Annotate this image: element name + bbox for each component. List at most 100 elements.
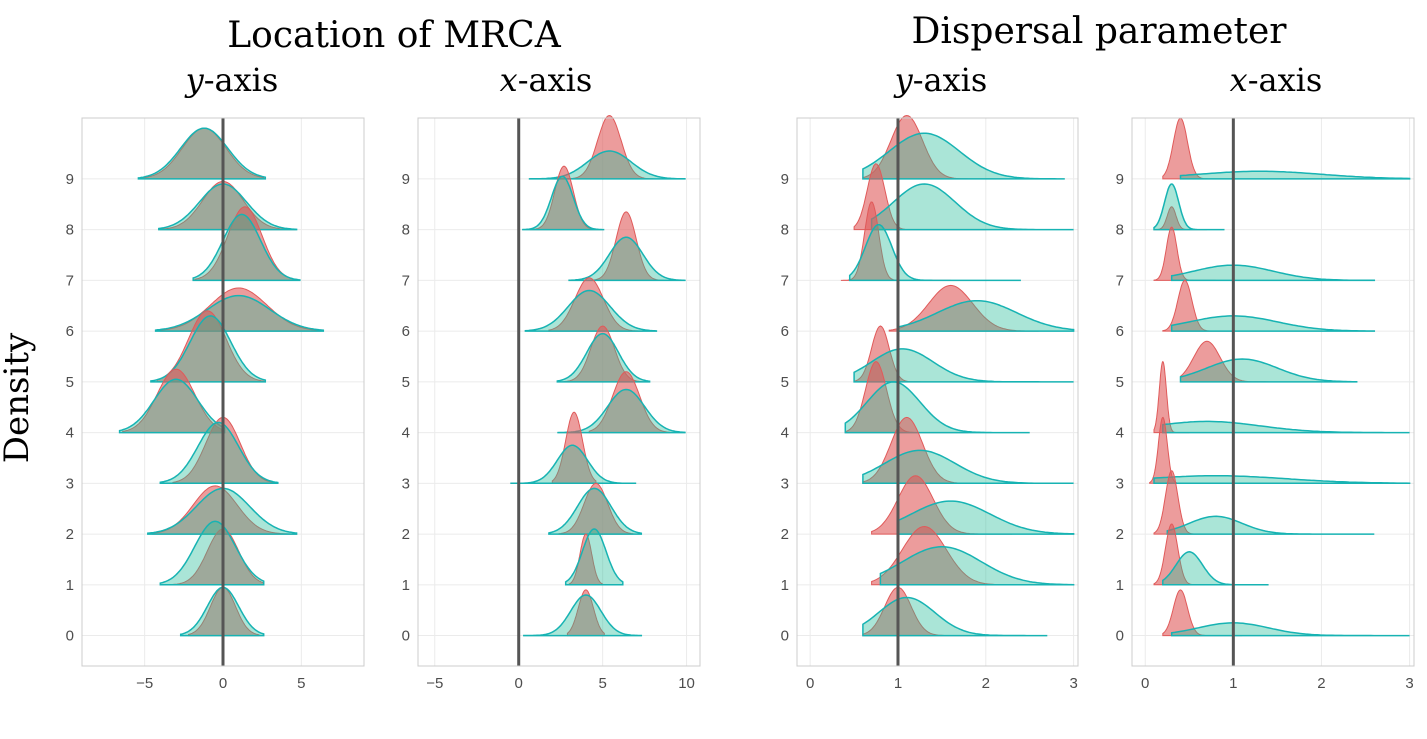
x-tick-label: 0 — [806, 675, 814, 692]
x-tick-label: 1 — [894, 675, 902, 692]
y-tick-label: 7 — [781, 272, 789, 289]
y-tick-label: 0 — [402, 628, 410, 645]
density-ridge-teal — [1179, 170, 1411, 180]
panel-subtitle: y-axis — [184, 61, 279, 99]
density-ridge-teal — [564, 528, 624, 586]
panel-mrca-x: x-axis −5 0 5 10 0 1 2 3 4 5 6 7 8 9 — [402, 61, 701, 692]
density-ridge-teal — [524, 289, 658, 332]
density-ridge-teal — [1162, 420, 1410, 434]
density-ridge-teal — [1170, 315, 1376, 332]
y-tick-label: 0 — [1116, 628, 1124, 645]
y-tick-label: 3 — [1116, 475, 1124, 492]
panel-dispersal-x: x-axis 0 1 2 3 0 1 2 3 4 5 6 7 8 9 — [1116, 61, 1415, 692]
subtitle-rest: -axis — [518, 61, 593, 99]
density-ridge-teal — [568, 236, 686, 282]
y-tick-label: 7 — [402, 272, 410, 289]
y-tick-label: 2 — [402, 526, 410, 543]
density-ridge-teal — [1153, 183, 1225, 231]
subtitle-var: x — [500, 61, 518, 99]
y-tick-label: 5 — [402, 374, 410, 391]
y-tick-label: 8 — [1116, 222, 1124, 239]
density-ridge-teal — [548, 487, 643, 535]
y-tick-label: 3 — [402, 475, 410, 492]
y-tick-label: 3 — [66, 475, 74, 492]
y-tick-label: 7 — [1116, 272, 1124, 289]
y-tick-label: 7 — [66, 272, 74, 289]
x-tick-label: 3 — [1069, 675, 1077, 692]
y-tick-label: 9 — [402, 171, 410, 188]
density-ridge-teal — [159, 520, 265, 586]
x-tick-label: 1 — [1229, 675, 1237, 692]
density-ridge-teal — [879, 546, 1075, 586]
density-ridge-red — [551, 411, 597, 484]
y-tick-label: 8 — [66, 222, 74, 239]
y-tick-label: 2 — [66, 526, 74, 543]
y-tick-label: 1 — [781, 577, 789, 594]
density-ridge-teal — [844, 381, 1030, 434]
x-tick-label: 0 — [515, 675, 523, 692]
x-tick-label: 3 — [1405, 675, 1413, 692]
y-tick-label: 4 — [402, 425, 410, 442]
y-tick-label: 2 — [781, 526, 789, 543]
density-ridge-teal — [848, 223, 1021, 282]
density-ridge-teal — [522, 175, 605, 231]
density-ridge-teal — [897, 299, 1075, 332]
density-ridge-teal — [862, 596, 1048, 637]
y-tick-label: 8 — [402, 222, 410, 239]
density-ridge-teal — [897, 500, 1075, 535]
plot-frame — [417, 117, 701, 667]
y-tick-label: 6 — [66, 323, 74, 340]
plot-frame — [796, 117, 1079, 667]
x-tick-label: 5 — [297, 675, 305, 692]
density-ridge-teal — [870, 183, 1074, 231]
y-tick-label: 1 — [402, 577, 410, 594]
subtitle-var: y — [893, 61, 914, 99]
x-tick-label: 2 — [982, 675, 990, 692]
panel-dispersal-y: y-axis 0 1 2 3 0 1 2 3 4 5 6 7 8 9 — [781, 61, 1079, 692]
y-tick-label: 9 — [781, 171, 789, 188]
subtitle-var: x — [1230, 61, 1248, 99]
x-tick-label: 2 — [1317, 675, 1325, 692]
density-ridge-red — [558, 482, 634, 535]
density-ridge-teal — [1166, 515, 1375, 535]
density-ridge-red — [568, 533, 604, 586]
y-tick-label: 5 — [1116, 374, 1124, 391]
y-tick-label: 0 — [781, 628, 789, 645]
density-ridge-teal — [1170, 622, 1410, 637]
density-ridge-teal — [1162, 551, 1269, 586]
y-tick-label: 9 — [66, 171, 74, 188]
density-ridge-teal — [510, 444, 637, 485]
y-tick-label: 9 — [1116, 171, 1124, 188]
y-tick-label: 1 — [66, 577, 74, 594]
density-ridge-teal — [118, 378, 226, 434]
x-tick-label: −5 — [136, 675, 153, 692]
x-tick-label: −5 — [426, 675, 443, 692]
plot-frame — [81, 117, 365, 667]
density-ridge-red — [170, 528, 265, 586]
y-tick-label: 3 — [781, 475, 789, 492]
density-ridge-red — [566, 589, 605, 637]
subtitle-rest: -axis — [913, 61, 988, 99]
subtitle-var: y — [184, 61, 205, 99]
y-tick-label: 4 — [1116, 425, 1124, 442]
y-tick-label: 6 — [402, 323, 410, 340]
x-tick-label: 10 — [678, 675, 695, 692]
density-ridge-teal — [523, 594, 643, 637]
panel-subtitle: x-axis — [1230, 61, 1323, 99]
y-tick-label: 6 — [781, 323, 789, 340]
plot-frame — [1131, 117, 1415, 667]
density-ridge-teal — [192, 213, 301, 282]
x-tick-label: 5 — [598, 675, 606, 692]
y-axis-label: Density — [0, 332, 37, 463]
panel-subtitle: x-axis — [500, 61, 593, 99]
group-title-mrca: Location of MRCA — [227, 15, 561, 56]
density-ridge-teal — [159, 421, 279, 485]
y-tick-label: 8 — [781, 222, 789, 239]
density-ridge-red — [159, 180, 296, 231]
density-ridge-red — [156, 310, 266, 383]
density-ridge-red — [588, 371, 671, 434]
density-ridge-teal — [862, 449, 1074, 485]
density-ridge-teal — [528, 150, 686, 180]
panel-subtitle: y-axis — [893, 61, 988, 99]
x-tick-label: 0 — [1141, 675, 1149, 692]
